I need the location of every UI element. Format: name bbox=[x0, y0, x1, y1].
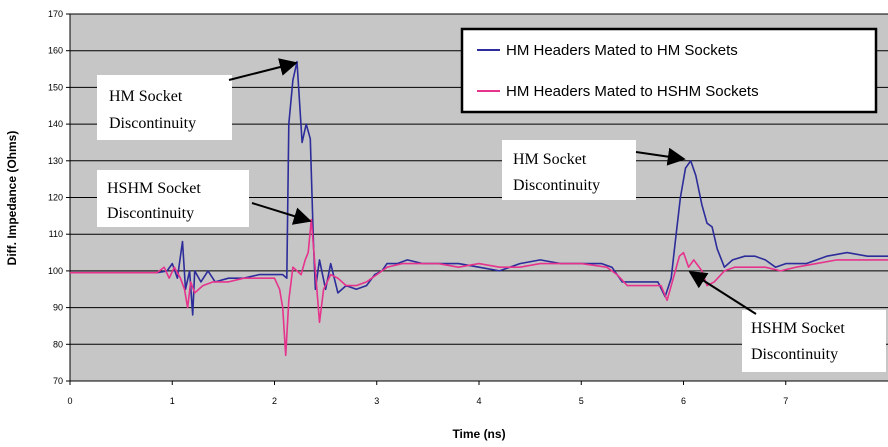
annotation-line: Discontinuity bbox=[109, 115, 196, 132]
y-tick-label: 160 bbox=[48, 46, 63, 56]
y-tick-label: 70 bbox=[53, 376, 63, 386]
y-tick-label: 140 bbox=[48, 119, 63, 129]
x-axis-ticks: 0 1 2 3 4 5 6 7 bbox=[67, 381, 788, 406]
annotation-line: HM Socket bbox=[109, 88, 183, 105]
y-tick-label: 120 bbox=[48, 193, 63, 203]
x-axis-title: Time (ns) bbox=[452, 427, 505, 441]
annotation-line: HM Socket bbox=[513, 151, 587, 168]
y-tick-label: 90 bbox=[53, 303, 63, 313]
annotation-line: Discontinuity bbox=[107, 205, 194, 222]
annotation-hshm-socket-2: HSHM Socket Discontinuity bbox=[742, 310, 886, 372]
y-tick-label: 110 bbox=[49, 229, 63, 239]
y-tick-label: 150 bbox=[48, 82, 63, 92]
x-tick-label: 5 bbox=[579, 396, 584, 406]
annotation-line: Discontinuity bbox=[513, 177, 600, 194]
annotation-hm-socket-1: HM Socket Discontinuity bbox=[97, 75, 232, 140]
y-tick-label: 80 bbox=[53, 339, 63, 349]
annotation-arrow bbox=[251, 202, 312, 225]
annotation-hm-socket-2: HM Socket Discontinuity bbox=[502, 140, 636, 200]
annotation-line: HSHM Socket bbox=[107, 180, 201, 197]
x-tick-label: 7 bbox=[783, 396, 788, 406]
x-tick-label: 4 bbox=[476, 396, 481, 406]
x-tick-label: 3 bbox=[374, 396, 379, 406]
annotation-arrow bbox=[228, 58, 298, 81]
annotation-line: Discontinuity bbox=[751, 346, 838, 363]
annotation-line: HSHM Socket bbox=[751, 320, 845, 337]
y-tick-label: 100 bbox=[48, 266, 63, 276]
x-tick-label: 2 bbox=[272, 396, 277, 406]
x-tick-label: 6 bbox=[681, 396, 686, 406]
annotation-hshm-socket-1: HSHM Socket Discontinuity bbox=[97, 170, 249, 227]
y-tick-label: 130 bbox=[48, 156, 63, 166]
legend: HM Headers Mated to HM Sockets HM Header… bbox=[460, 27, 878, 114]
x-tick-label: 0 bbox=[67, 396, 72, 406]
legend-label-hm: HM Headers Mated to HM Sockets bbox=[506, 42, 738, 59]
x-tick-label: 1 bbox=[170, 396, 175, 406]
series-line-hm bbox=[70, 60, 888, 316]
y-axis-ticks: 70 80 90 100 110 120 130 140 150 160 170 bbox=[48, 9, 70, 386]
annotation-arrow bbox=[635, 147, 686, 166]
y-tick-label: 170 bbox=[48, 9, 63, 19]
legend-label-hshm: HM Headers Mated to HSHM Sockets bbox=[506, 83, 759, 100]
y-axis-title: Diff. Impedance (Ohms) bbox=[5, 131, 19, 266]
annotation-arrow bbox=[688, 271, 757, 315]
